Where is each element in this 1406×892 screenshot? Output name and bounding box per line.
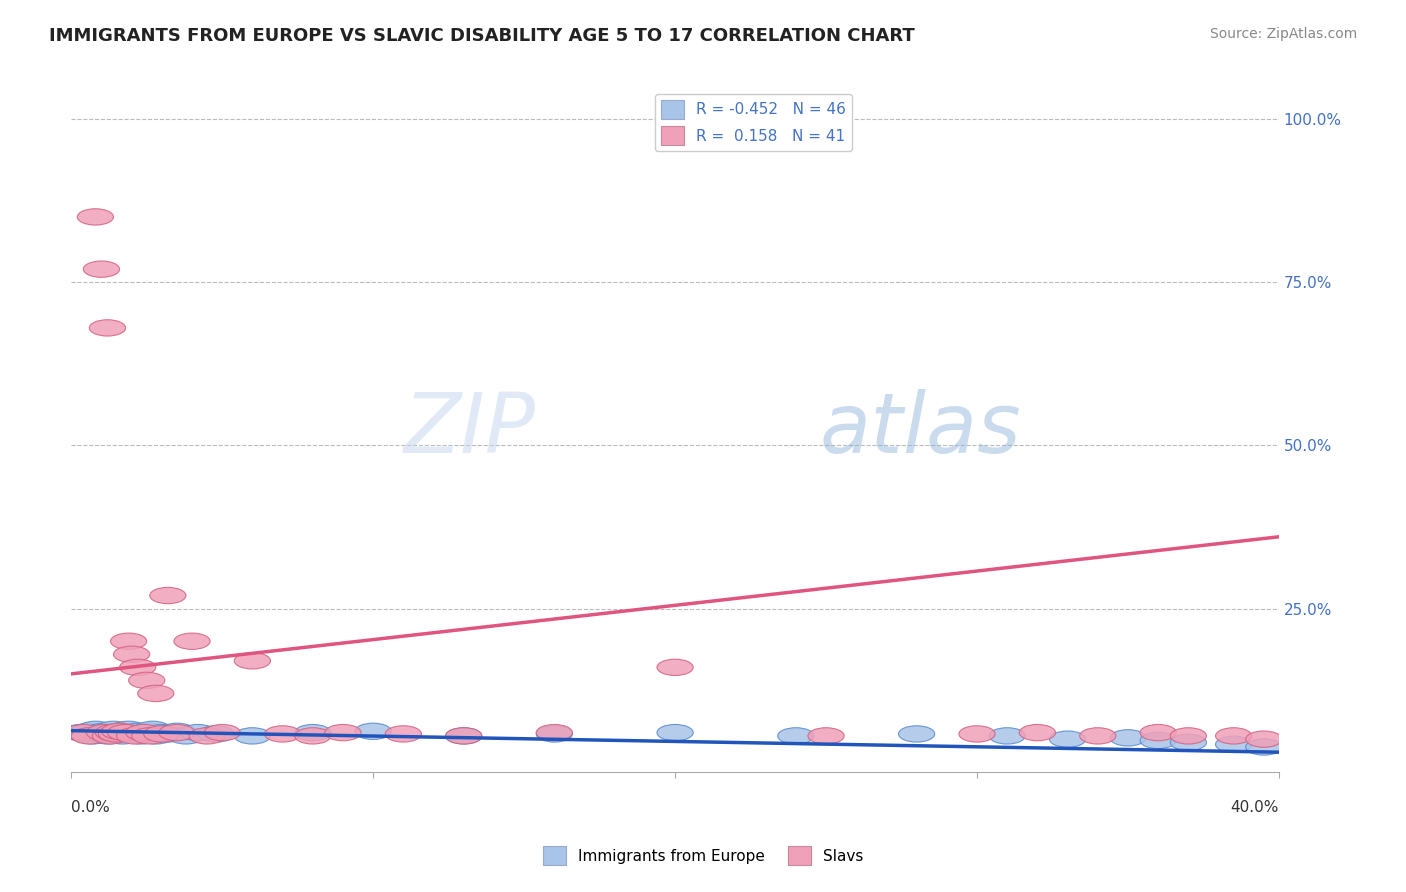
Ellipse shape <box>120 723 156 739</box>
Ellipse shape <box>143 726 180 742</box>
Ellipse shape <box>120 659 156 675</box>
Ellipse shape <box>62 724 98 740</box>
Ellipse shape <box>90 728 125 744</box>
Ellipse shape <box>1170 734 1206 750</box>
Ellipse shape <box>150 587 186 604</box>
Ellipse shape <box>83 261 120 277</box>
Ellipse shape <box>235 728 270 744</box>
Text: atlas: atlas <box>820 389 1022 469</box>
Ellipse shape <box>657 724 693 740</box>
Ellipse shape <box>93 728 128 744</box>
Ellipse shape <box>1216 736 1251 753</box>
Ellipse shape <box>80 724 117 740</box>
Ellipse shape <box>536 724 572 740</box>
Ellipse shape <box>128 673 165 689</box>
Ellipse shape <box>69 726 104 742</box>
Ellipse shape <box>75 728 111 744</box>
Ellipse shape <box>86 723 122 739</box>
Text: Source: ZipAtlas.com: Source: ZipAtlas.com <box>1209 27 1357 41</box>
Ellipse shape <box>159 723 195 739</box>
Ellipse shape <box>1216 728 1251 744</box>
Ellipse shape <box>122 728 159 744</box>
Ellipse shape <box>77 722 114 738</box>
Ellipse shape <box>1140 724 1177 740</box>
Ellipse shape <box>988 728 1025 744</box>
Legend: Immigrants from Europe, Slavs: Immigrants from Europe, Slavs <box>537 840 869 871</box>
Ellipse shape <box>98 726 135 742</box>
Ellipse shape <box>959 726 995 742</box>
Ellipse shape <box>536 726 572 742</box>
Ellipse shape <box>107 724 143 740</box>
Ellipse shape <box>1170 728 1206 744</box>
Ellipse shape <box>188 728 225 744</box>
Ellipse shape <box>446 728 482 744</box>
Ellipse shape <box>98 726 135 742</box>
Ellipse shape <box>325 724 361 740</box>
Ellipse shape <box>104 728 141 744</box>
Ellipse shape <box>107 724 143 740</box>
Ellipse shape <box>898 726 935 742</box>
Ellipse shape <box>117 728 153 744</box>
Ellipse shape <box>235 653 270 669</box>
Ellipse shape <box>101 723 138 739</box>
Legend: R = -0.452   N = 46, R =  0.158   N = 41: R = -0.452 N = 46, R = 0.158 N = 41 <box>655 94 852 151</box>
Ellipse shape <box>117 724 153 740</box>
Ellipse shape <box>72 728 107 744</box>
Ellipse shape <box>132 723 167 739</box>
Ellipse shape <box>1080 728 1116 744</box>
Ellipse shape <box>128 726 165 742</box>
Ellipse shape <box>198 726 235 742</box>
Ellipse shape <box>138 728 174 744</box>
Ellipse shape <box>295 728 330 744</box>
Text: 40.0%: 40.0% <box>1230 799 1279 814</box>
Ellipse shape <box>167 728 204 744</box>
Text: IMMIGRANTS FROM EUROPE VS SLAVIC DISABILITY AGE 5 TO 17 CORRELATION CHART: IMMIGRANTS FROM EUROPE VS SLAVIC DISABIL… <box>49 27 915 45</box>
Ellipse shape <box>1109 730 1146 746</box>
Ellipse shape <box>132 728 167 744</box>
Ellipse shape <box>295 724 330 740</box>
Ellipse shape <box>93 724 128 740</box>
Ellipse shape <box>114 726 150 742</box>
Ellipse shape <box>657 659 693 675</box>
Ellipse shape <box>77 209 114 225</box>
Ellipse shape <box>101 723 138 739</box>
Ellipse shape <box>125 724 162 740</box>
Ellipse shape <box>1246 731 1282 747</box>
Ellipse shape <box>264 726 301 742</box>
Ellipse shape <box>1019 724 1056 740</box>
Ellipse shape <box>778 728 814 744</box>
Ellipse shape <box>150 726 186 742</box>
Ellipse shape <box>86 724 122 740</box>
Ellipse shape <box>111 633 146 649</box>
Ellipse shape <box>135 722 172 738</box>
Ellipse shape <box>96 724 132 740</box>
Ellipse shape <box>1049 731 1085 747</box>
Ellipse shape <box>83 726 120 742</box>
Ellipse shape <box>446 728 482 744</box>
Text: ZIP: ZIP <box>404 389 536 469</box>
Ellipse shape <box>114 646 150 663</box>
Text: 0.0%: 0.0% <box>72 799 110 814</box>
Ellipse shape <box>1140 732 1177 748</box>
Ellipse shape <box>180 724 217 740</box>
Ellipse shape <box>808 728 844 744</box>
Ellipse shape <box>96 722 132 738</box>
Ellipse shape <box>385 726 422 742</box>
Ellipse shape <box>72 723 107 739</box>
Ellipse shape <box>1246 739 1282 756</box>
Ellipse shape <box>125 724 162 740</box>
Ellipse shape <box>111 722 146 738</box>
Ellipse shape <box>65 724 101 740</box>
Ellipse shape <box>174 633 209 649</box>
Ellipse shape <box>204 724 240 740</box>
Ellipse shape <box>138 685 174 702</box>
Ellipse shape <box>90 319 125 336</box>
Ellipse shape <box>143 724 180 740</box>
Ellipse shape <box>356 723 391 739</box>
Ellipse shape <box>159 724 195 740</box>
